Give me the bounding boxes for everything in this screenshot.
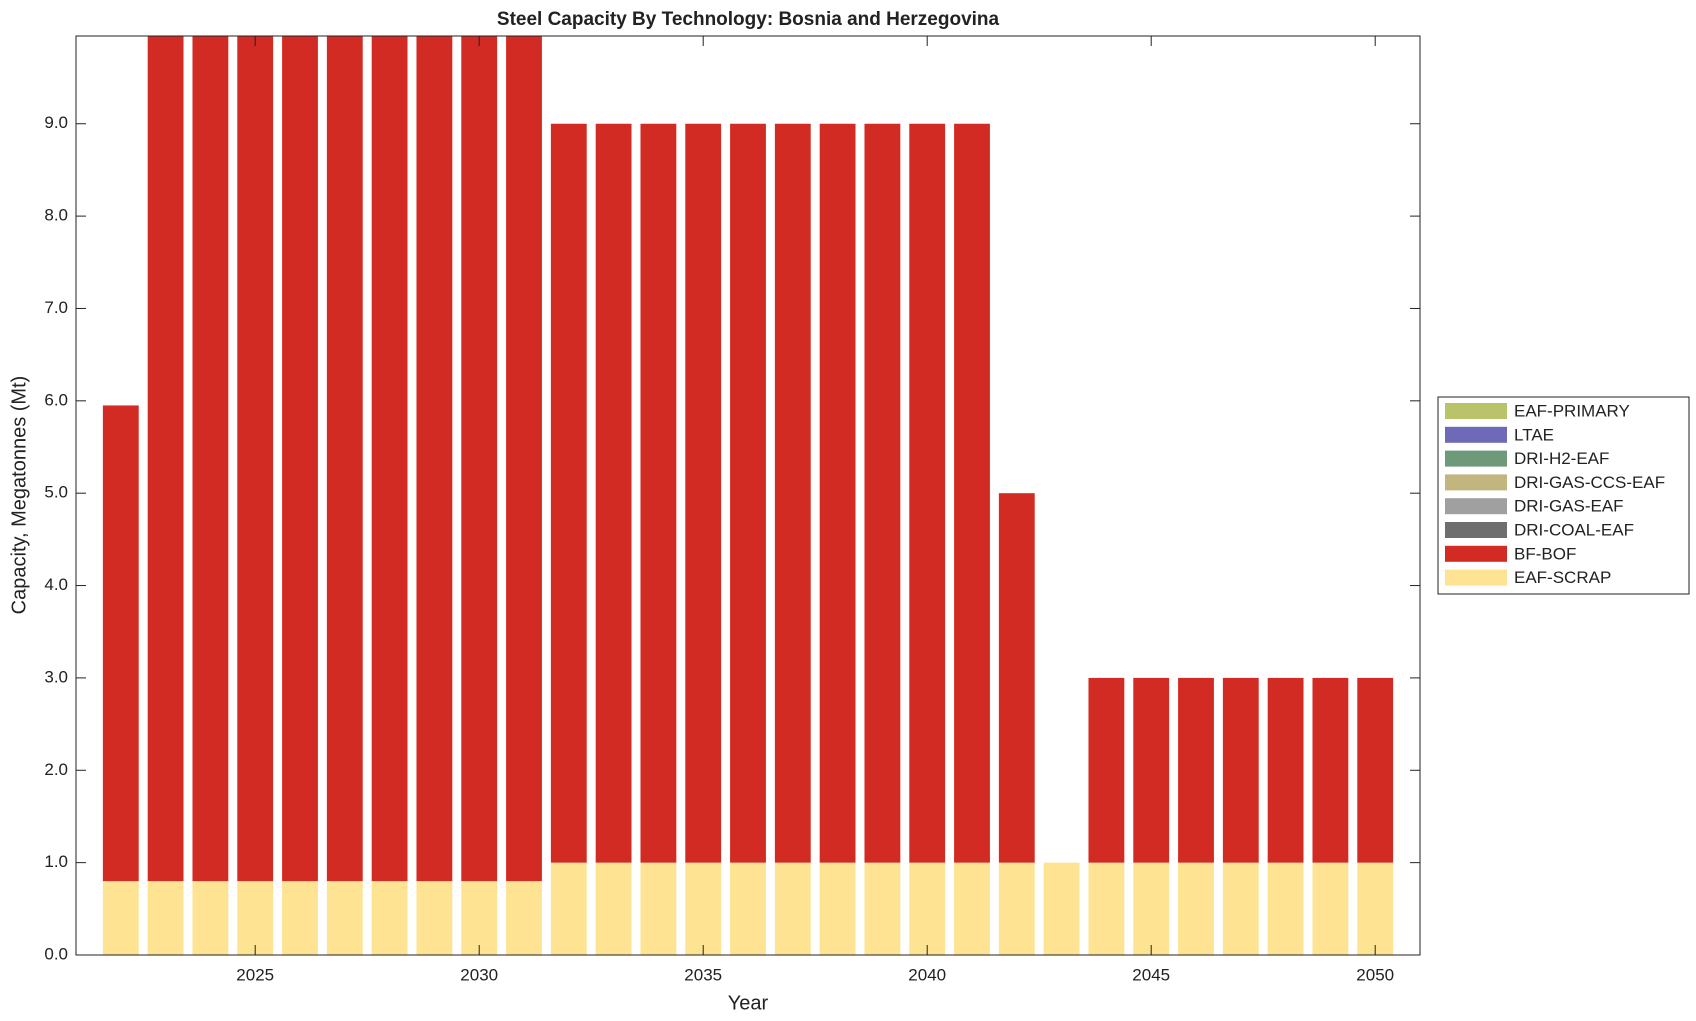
- legend-label: BF-BOF: [1514, 544, 1576, 563]
- bar-segment: [685, 123, 722, 863]
- bar-segment: [774, 862, 811, 955]
- bar-segment: [1133, 677, 1170, 863]
- bar-segment: [640, 123, 677, 863]
- bar-segment: [685, 862, 722, 955]
- y-tick-label: 7.0: [44, 298, 68, 317]
- bar-segment: [461, 881, 498, 955]
- bar-segment: [416, 36, 453, 882]
- legend-label: DRI-GAS-CCS-EAF: [1514, 473, 1665, 492]
- bar-segment: [102, 881, 139, 955]
- bar-segment: [730, 862, 766, 955]
- y-tick-label: 2.0: [44, 760, 68, 779]
- legend: [1437, 396, 1690, 595]
- y-tick-label: 0.0: [44, 944, 68, 963]
- legend-swatch: [1445, 569, 1507, 586]
- bar-segment: [640, 862, 677, 955]
- y-axis-label: Capacity, Megatonnes (Mt): [8, 376, 30, 615]
- bar-segment: [1267, 677, 1304, 863]
- legend-label: DRI-H2-EAF: [1514, 449, 1609, 468]
- bar-segment: [1312, 677, 1349, 863]
- bar-segment: [1178, 677, 1214, 863]
- legend-swatch: [1445, 450, 1507, 467]
- axes-box: [75, 35, 1421, 956]
- x-tick-label: 2050: [1356, 965, 1394, 984]
- bar-segment: [998, 862, 1035, 955]
- bar-segment: [1222, 677, 1259, 863]
- bar-segment: [954, 862, 990, 955]
- legend-label: DRI-GAS-EAF: [1514, 497, 1624, 516]
- bar-segment: [416, 881, 453, 955]
- y-tick-label: 3.0: [44, 667, 68, 686]
- bar-segment: [1357, 677, 1394, 863]
- y-tick-label: 4.0: [44, 575, 68, 594]
- bar-segment: [192, 881, 229, 955]
- y-tick-label: 6.0: [44, 390, 68, 409]
- bar-segment: [147, 36, 184, 882]
- legend-label: DRI-COAL-EAF: [1514, 520, 1634, 539]
- bar-segment: [147, 881, 184, 955]
- bar-segment: [819, 862, 856, 955]
- bar-segment: [282, 881, 318, 955]
- legend-swatch: [1445, 498, 1507, 515]
- legend-swatch: [1445, 474, 1507, 491]
- legend-swatch: [1445, 545, 1507, 562]
- bar-segment: [909, 123, 946, 863]
- x-tick-label: 2025: [236, 965, 274, 984]
- legend-swatch: [1445, 522, 1507, 538]
- bar-segment: [595, 123, 632, 863]
- bar-segment: [1133, 862, 1170, 955]
- bar-segment: [102, 405, 139, 882]
- bar-segment: [909, 862, 946, 955]
- x-axis-label: Year: [728, 992, 769, 1014]
- bar-segment: [1357, 862, 1394, 955]
- x-tick-label: 2035: [684, 965, 722, 984]
- bar-segment: [237, 881, 274, 955]
- bar-segment: [282, 36, 318, 882]
- bar-segment: [506, 36, 542, 882]
- bar-segment: [954, 123, 990, 863]
- bar-segment: [1267, 862, 1304, 955]
- legend-label: EAF-PRIMARY: [1514, 401, 1630, 420]
- y-tick-label: 9.0: [44, 113, 68, 132]
- bar-segment: [774, 123, 811, 863]
- legend-swatch: [1445, 426, 1507, 443]
- bar-segment: [237, 36, 274, 882]
- bar-segment: [371, 881, 408, 955]
- legend-label: EAF-SCRAP: [1514, 568, 1611, 587]
- chart-title: Steel Capacity By Technology: Bosnia and…: [497, 9, 1000, 30]
- bar-segment: [1312, 862, 1349, 955]
- bar-segment: [461, 36, 498, 882]
- bar-segment: [326, 36, 363, 882]
- bar-segment: [1088, 677, 1125, 863]
- x-tick-label: 2045: [1132, 965, 1170, 984]
- bar-segment: [192, 36, 229, 882]
- bar-segment: [550, 862, 587, 955]
- bar-segment: [730, 123, 766, 863]
- x-tick-label: 2040: [908, 965, 946, 984]
- bar-segment: [1222, 862, 1259, 955]
- legend-label: LTAE: [1514, 425, 1554, 444]
- bar-segment: [1043, 862, 1080, 955]
- bar-segment: [998, 493, 1035, 863]
- bar-segment: [864, 862, 901, 955]
- bar-segment: [506, 881, 542, 955]
- y-tick-label: 5.0: [44, 483, 68, 502]
- bar-segment: [550, 123, 587, 863]
- bar-segment: [819, 123, 856, 863]
- bar-segment: [595, 862, 632, 955]
- y-tick-label: 8.0: [44, 206, 68, 225]
- bar-segment: [864, 123, 901, 863]
- y-tick-label: 1.0: [44, 852, 68, 871]
- bar-segment: [371, 36, 408, 882]
- bar-segment: [1088, 862, 1125, 955]
- plot-area: [102, 36, 1394, 955]
- x-tick-label: 2030: [460, 965, 498, 984]
- bar-segment: [326, 881, 363, 955]
- legend-swatch: [1445, 403, 1507, 419]
- bar-segment: [1178, 862, 1214, 955]
